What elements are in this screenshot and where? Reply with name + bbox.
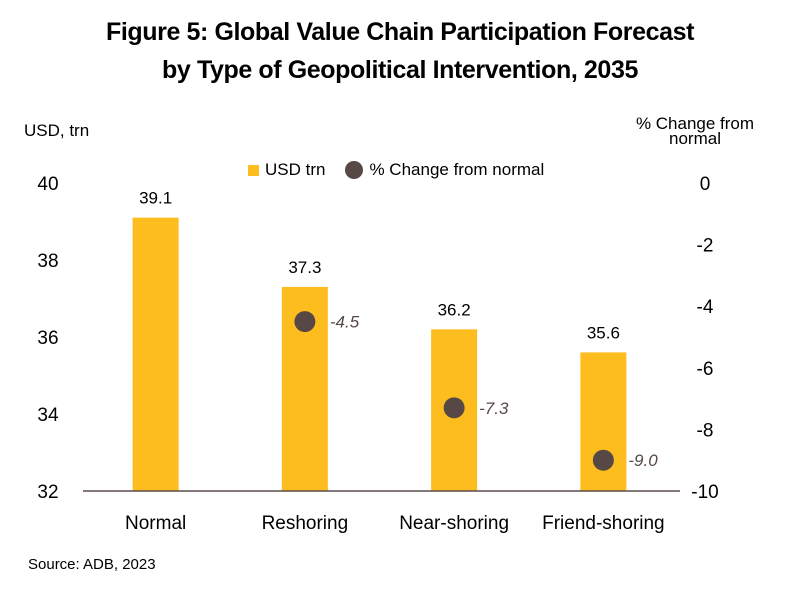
point-reshoring — [294, 311, 316, 333]
y2-tick-label: -8 — [697, 420, 714, 441]
bar-value-label: 36.2 — [438, 300, 471, 319]
y2-tick-label: 0 — [700, 174, 711, 195]
legend-label-pct: % Change from normal — [369, 160, 545, 179]
point-friend-shoring — [592, 449, 614, 471]
x-tick-label: Normal — [125, 513, 186, 534]
y2-axis-label: % Change from normal — [620, 114, 770, 148]
chart-title-line-2: by Type of Geopolitical Intervention, 20… — [162, 56, 638, 84]
point-near-shoring — [443, 397, 465, 419]
y-tick-label: 38 — [37, 251, 58, 272]
legend-label-usd: USD trn — [265, 160, 326, 179]
y-tick-label: 34 — [37, 405, 59, 426]
y-axis-label: USD, trn — [24, 121, 90, 140]
y-tick-label: 36 — [37, 328, 58, 349]
source-note: Source: ADB, 2023 — [28, 556, 156, 573]
x-tick-label: Near-shoring — [399, 513, 509, 534]
x-tick-label: Reshoring — [262, 513, 349, 534]
point-value-label: -4.5 — [330, 313, 360, 332]
y2-tick-label: -4 — [697, 297, 714, 318]
y-tick-label: 40 — [37, 174, 58, 195]
point-value-label: -7.3 — [479, 399, 509, 418]
x-tick-label: Friend-shoring — [542, 513, 665, 534]
y2-axis-label-line-2: normal — [669, 129, 721, 148]
legend-swatch-usd — [248, 164, 259, 176]
y-tick-label: 32 — [37, 482, 58, 503]
y2-tick-label: -10 — [691, 482, 718, 503]
y2-tick-label: -2 — [697, 236, 714, 257]
bar-value-label: 37.3 — [288, 258, 321, 277]
y2-tick-label: -6 — [697, 359, 714, 380]
y2-axis-label-line-1: % Change from — [635, 114, 755, 133]
legend-swatch-pct — [345, 161, 364, 179]
point-value-label: -9.0 — [628, 451, 658, 470]
bar-normal — [132, 217, 179, 491]
legend: USD trn % Change from normal — [248, 160, 544, 180]
chart-title-line-1: Figure 5: Global Value Chain Participati… — [105, 18, 695, 46]
bar-value-label: 35.6 — [587, 323, 620, 342]
bar-value-label: 39.1 — [139, 189, 172, 208]
